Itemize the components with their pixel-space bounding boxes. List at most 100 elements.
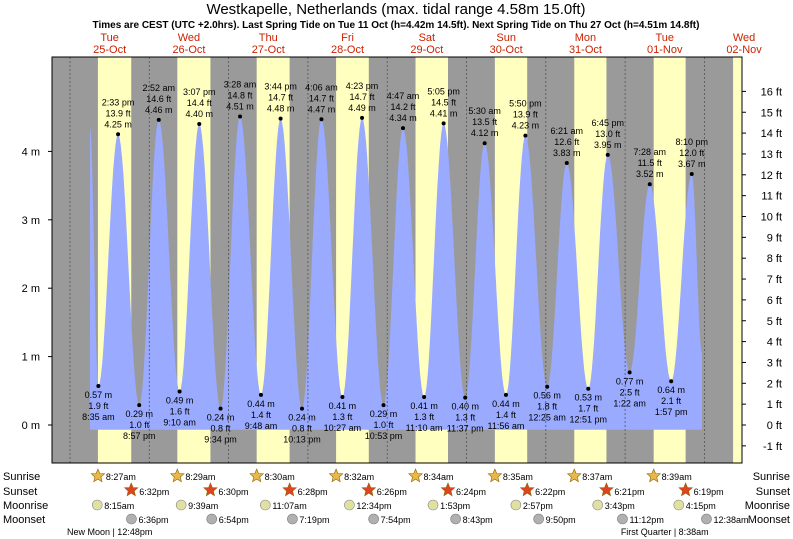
tide-point (545, 384, 550, 389)
tide-point (116, 132, 121, 137)
tide-time-label: 5:50 pm (509, 99, 542, 109)
tide-height-label: 3.52 m (636, 169, 664, 179)
tide-feet-label: 13.0 ft (595, 129, 621, 139)
tide-point (96, 384, 101, 389)
sunrise-row-label-right: Sunrise (753, 471, 790, 483)
moonset-row-label-left: Moonset (3, 514, 45, 526)
tide-point (441, 121, 446, 126)
tide-time-label: 5:05 pm (427, 86, 460, 96)
sunrise-time: 8:30am (265, 472, 295, 482)
right-tick-label: 5 ft (767, 316, 782, 328)
tide-point (463, 395, 468, 400)
left-tick-label: 1 m (22, 352, 40, 364)
day-date-label: 29-Oct (410, 44, 443, 56)
tide-point (137, 403, 142, 408)
sunrise-time: 8:32am (344, 472, 374, 482)
tide-point (482, 141, 487, 146)
sunset-time: 6:21pm (614, 487, 644, 497)
sunset-icon (678, 482, 694, 497)
moonset-time: 6:36pm (138, 515, 168, 525)
tide-height-label: 0.49 m (166, 395, 194, 405)
sunrise-row-label-left: Sunrise (3, 471, 40, 483)
tide-curve (90, 116, 702, 430)
moonset-row-label-right: Moonset (748, 514, 790, 526)
day-name-label: Sat (419, 32, 436, 44)
sunrise-time: 8:34am (424, 472, 454, 482)
moon-phase-label: New Moon | 12:48pm (67, 527, 152, 537)
moonset-icon (287, 513, 298, 525)
sunrise-icon (566, 468, 582, 483)
tide-height-label: 4.47 m (308, 104, 336, 114)
day-date-label: 26-Oct (172, 44, 205, 56)
day-date-label: 02-Nov (726, 44, 762, 56)
moonrise-time: 9:39am (188, 501, 218, 511)
tide-time-label: 9:48 am (245, 421, 278, 431)
tide-height-label: 0.77 m (616, 376, 644, 386)
left-tick-label: 0 m (22, 420, 40, 432)
tide-feet-label: 1.3 ft (332, 412, 353, 422)
tide-point (258, 392, 263, 397)
tide-point (647, 182, 652, 187)
sunset-row-label-left: Sunset (3, 486, 37, 498)
moonrise-icon (344, 499, 355, 511)
tide-time-label: 8:10 pm (675, 137, 708, 147)
right-tick-label: 12 ft (761, 170, 782, 182)
tide-time-label: 6:45 pm (591, 118, 624, 128)
tide-height-label: 0.56 m (533, 391, 561, 401)
moonrise-time: 11:07am (272, 501, 306, 511)
tide-height-label: 4.34 m (389, 113, 417, 123)
tide-height-label: 3.83 m (553, 148, 581, 158)
tide-area (90, 116, 702, 430)
moonset-time: 7:19pm (299, 515, 329, 525)
moonrise-icon (260, 499, 271, 511)
tide-time-label: 9:34 pm (204, 435, 237, 445)
right-tick-label: 1 ft (767, 399, 782, 411)
tide-feet-label: 14.7 ft (309, 93, 335, 103)
tide-height-label: 0.64 m (657, 385, 685, 395)
tide-feet-label: 1.6 ft (170, 406, 191, 416)
moonrise-time: 12:34pm (356, 501, 391, 511)
sunrise-icon (328, 468, 344, 483)
sunrise-icon (90, 468, 106, 483)
right-tick-label: 6 ft (767, 295, 782, 307)
sunrise-time: 8:37am (582, 472, 612, 482)
tide-height-label: 4.23 m (512, 121, 540, 131)
right-tick-label: 16 ft (761, 86, 782, 98)
moonset-icon (126, 513, 137, 525)
tide-feet-label: 1.3 ft (455, 413, 476, 423)
moonset-icon (206, 513, 218, 525)
tide-point (360, 115, 365, 120)
tide-time-label: 4:06 am (305, 82, 338, 92)
tide-height-label: 0.44 m (492, 399, 520, 409)
moonrise-time: 1:53pm (440, 501, 470, 511)
left-tick-label: 3 m (22, 215, 40, 227)
tide-time-label: 12:51 pm (569, 415, 607, 425)
tide-time-label: 7:28 am (634, 147, 667, 157)
day-date-label: 28-Oct (331, 44, 364, 56)
tide-feet-label: 14.6 ft (146, 94, 172, 104)
sunset-time: 6:19pm (694, 487, 724, 497)
right-tick-label: 13 ft (761, 149, 782, 161)
tide-point (177, 389, 182, 394)
tide-point (197, 122, 202, 127)
right-tick-label: 11 ft (761, 191, 782, 203)
tide-feet-label: 1.3 ft (414, 412, 435, 422)
tide-height-label: 0.24 m (207, 413, 235, 423)
tide-height-label: 0.57 m (85, 390, 113, 400)
day-date-label: 27-Oct (252, 44, 285, 56)
tide-time-label: 6:21 am (551, 126, 584, 136)
right-tick-label: 2 ft (767, 378, 782, 390)
tide-time-label: 11:37 pm (447, 424, 484, 434)
tide-time-label: 3:07 pm (183, 87, 216, 97)
moonset-icon (701, 513, 712, 525)
tide-point (319, 117, 324, 122)
tide-height-label: 4.49 m (348, 103, 376, 113)
tide-height-label: 0.41 m (329, 401, 357, 411)
moon-phase-label: First Quarter | 8:38am (621, 527, 709, 537)
tide-height-label: 4.41 m (430, 108, 458, 118)
tide-point (300, 406, 305, 411)
sunset-icon (519, 482, 535, 497)
tide-point (340, 394, 345, 399)
sunset-time: 6:28pm (298, 487, 328, 497)
